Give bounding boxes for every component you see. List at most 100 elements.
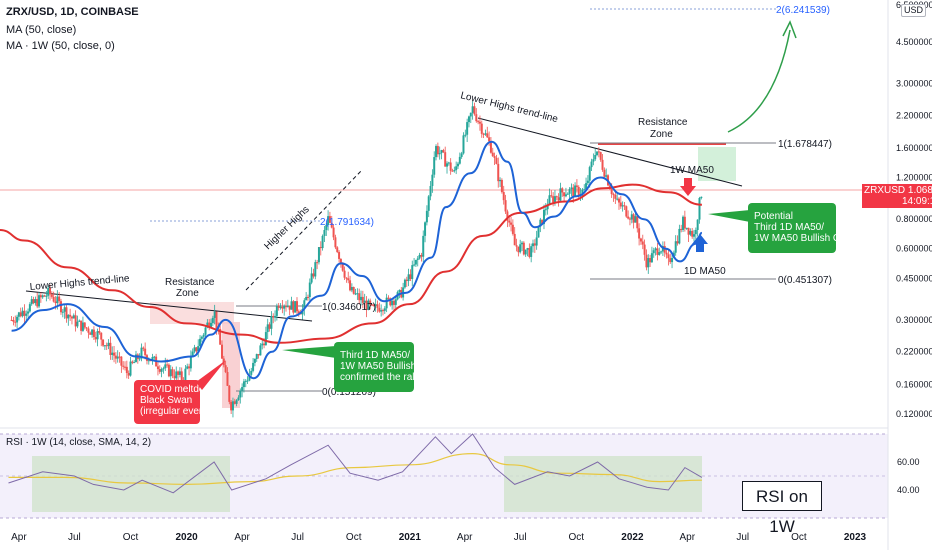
candle-body [25, 313, 28, 316]
candle-body [372, 304, 375, 306]
candle-body [455, 166, 458, 171]
candle-body [113, 352, 116, 356]
price-axis-ticks: 6.5000004.5000003.0000002.2000001.600000… [896, 0, 932, 419]
candle-body [449, 162, 452, 171]
candle-body [678, 228, 681, 244]
candle-body [52, 296, 55, 302]
candle-body [83, 322, 86, 328]
candle-body [69, 314, 72, 317]
candle-body [105, 345, 108, 347]
candle-body [482, 133, 485, 135]
candle-body [674, 241, 677, 253]
candle-body [283, 306, 286, 309]
resistance-right-label-1: Resistance [638, 117, 688, 128]
candle-body [89, 332, 92, 335]
candle-body [693, 234, 696, 237]
candle-body [314, 262, 317, 277]
ma50-weekly-line [0, 183, 702, 344]
candle-body [387, 297, 390, 299]
fib-b1-label: 1(1.678447) [778, 139, 832, 150]
candle-body [665, 252, 668, 255]
candle-body [272, 315, 275, 318]
candle-body [371, 304, 374, 306]
candle-body [645, 254, 648, 268]
candle-body [691, 230, 694, 237]
ma-daily-legend: MA (50, close) [6, 24, 77, 36]
covid-callout-pointer [196, 360, 226, 390]
candle-body [12, 320, 15, 322]
price-tick-label: 0.220000 [896, 347, 932, 357]
candle-body [253, 358, 256, 363]
candle-body [680, 228, 683, 230]
candle-body [528, 248, 531, 257]
ma1w-label: 1W MA50 [670, 165, 714, 176]
potential-line: Potential [754, 211, 793, 222]
candle-body [574, 185, 577, 197]
candle-body [643, 244, 646, 255]
candle-body [347, 278, 350, 281]
time-tick-label: Oct [123, 532, 139, 543]
candle-body [376, 304, 379, 308]
rsi-line [8, 433, 703, 494]
candle-body [484, 133, 487, 135]
candle-body [389, 298, 392, 306]
candle-body [601, 159, 604, 170]
third-cross-callout: Third 1D MA50/ 1W MA50 Bullish Cross con… [334, 342, 445, 392]
candle-body [327, 216, 330, 226]
candle-body [180, 371, 183, 380]
candle-body [491, 152, 494, 157]
candle-body [336, 247, 339, 253]
candle-body [394, 299, 397, 305]
candle-body [36, 299, 39, 307]
candle-body [654, 248, 657, 251]
candle-body [219, 328, 222, 345]
candle-body [563, 192, 566, 197]
candle-body [94, 337, 97, 340]
candle-body [133, 362, 136, 364]
candle-body [405, 279, 408, 282]
candle-body [420, 254, 423, 257]
candle-body [244, 380, 247, 382]
candle-body [435, 146, 438, 158]
candle-body [488, 137, 491, 142]
candle-body [129, 361, 132, 376]
candle-body [81, 322, 84, 331]
candle-body [277, 306, 280, 308]
time-tick-label: Oct [569, 532, 585, 543]
candle-body [532, 243, 535, 247]
candle-body [103, 345, 106, 347]
candle-body [413, 264, 416, 266]
covid-callout-line: (irregular event) [140, 406, 211, 417]
candle-body [535, 237, 538, 246]
candle-body [676, 241, 679, 244]
time-tick-label: 2021 [399, 532, 422, 543]
candle-body [447, 162, 450, 164]
candle-body [614, 194, 617, 199]
candle-body [184, 368, 187, 381]
candle-body [98, 331, 101, 333]
price-tick-label: 0.160000 [896, 379, 932, 389]
candle-body [34, 299, 37, 304]
candle-body [96, 331, 99, 340]
candle-body [74, 315, 77, 327]
candle-body [252, 362, 255, 371]
candle-body [200, 336, 203, 339]
candle-body [328, 216, 331, 223]
candle-body [403, 279, 406, 288]
candle-body [464, 134, 467, 136]
candle-body [264, 332, 267, 346]
currency-badge[interactable]: USD [901, 4, 927, 17]
candle-body [321, 235, 324, 249]
candle-body [398, 289, 401, 293]
candle-body [241, 387, 244, 391]
projection-arrow [727, 29, 791, 133]
candle-body [356, 293, 359, 295]
potential-pointer [708, 210, 750, 222]
candle-body [632, 214, 635, 223]
candle-body [134, 354, 137, 363]
candle-body [460, 153, 463, 157]
candle-body [636, 216, 639, 229]
candle-body [91, 329, 94, 335]
candle-body [30, 299, 33, 305]
fib-a0-label: 0(0.151209) [322, 387, 376, 398]
